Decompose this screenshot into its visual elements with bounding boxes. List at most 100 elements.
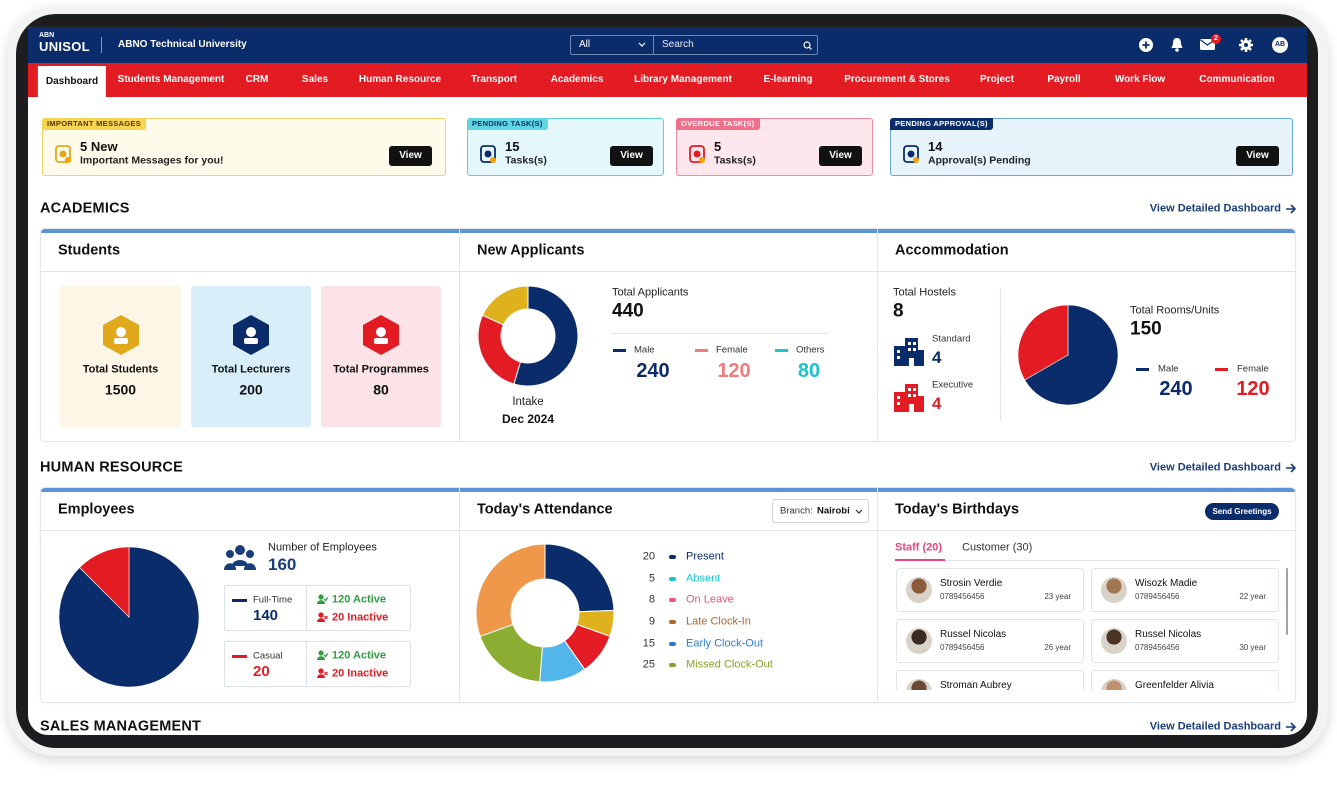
birthday-card: Strosin Verdie 0789456456 23 year — [896, 568, 1084, 612]
nav-tab[interactable]: Human Resource — [358, 74, 442, 85]
nav-tab[interactable]: Transport — [470, 74, 518, 85]
inactive-count: 20 Inactive — [332, 611, 389, 624]
window — [908, 342, 911, 345]
arrow — [1286, 463, 1297, 473]
header-bar: ABN UNISOL ABNO Technical University All Sea… — [28, 27, 1307, 63]
nav-tab[interactable]: Communication — [1199, 74, 1275, 85]
nav-tab[interactable]: E-learning — [763, 74, 813, 85]
section-link[interactable]: View Detailed Dashboard — [1149, 720, 1281, 733]
attendance-count: 5 — [648, 572, 655, 585]
mail-badge: 2 — [1211, 34, 1221, 44]
settings-icon — [1239, 38, 1253, 52]
alert-tag: PENDING APPROVAL(S) — [890, 118, 993, 130]
people-icon — [224, 545, 256, 570]
panel-column: Employees Number of Employees 160 Full-Time… — [41, 488, 459, 702]
section-link[interactable]: View Detailed Dashboard — [1149, 202, 1281, 215]
icon-body — [903, 145, 919, 163]
view-button[interactable]: View — [1236, 146, 1279, 166]
nav-tab[interactable]: Payroll — [1047, 74, 1081, 85]
icon-alert — [699, 157, 705, 163]
search-scope[interactable]: All — [579, 39, 591, 50]
alert-icon — [55, 145, 71, 163]
nav-tab[interactable]: Work Flow — [1114, 74, 1166, 85]
window — [913, 342, 916, 345]
nav-tab[interactable]: Procurement & Stores — [844, 74, 950, 85]
hostel-type-label: Executive — [932, 379, 974, 391]
section-link[interactable]: View Detailed Dashboard — [1149, 461, 1281, 474]
inactive-icon — [317, 668, 328, 678]
nav-tab[interactable]: Students Management — [117, 74, 225, 85]
legend-swatch — [613, 349, 626, 352]
legend-label: Male — [634, 344, 655, 356]
building-annex — [917, 396, 924, 412]
divider — [612, 333, 827, 334]
donut-chart — [475, 543, 615, 683]
birthday-card: Russel Nicolas 0789456456 26 year — [896, 619, 1084, 663]
head — [226, 550, 234, 558]
icon-dot — [693, 150, 701, 158]
cross — [324, 671, 328, 676]
window — [913, 394, 916, 397]
legend-swatch — [232, 599, 247, 602]
legend-label: Male — [1158, 363, 1179, 375]
alert-count: 5 New — [80, 139, 118, 155]
send-greetings-button[interactable]: Send Greetings — [1205, 503, 1279, 520]
person-name: Greenfelder Alivia — [1135, 680, 1214, 690]
card-title: Students — [58, 242, 121, 259]
arrow-icon — [1286, 463, 1297, 473]
avatar[interactable]: AB — [1272, 37, 1288, 53]
nav-tab[interactable]: Sales — [301, 74, 329, 85]
legend-label: Female — [1237, 363, 1269, 375]
inactive-icon — [317, 612, 328, 622]
search-placeholder[interactable]: Search — [662, 39, 694, 50]
attendance-label: Present — [686, 550, 724, 563]
icon-body — [480, 145, 496, 163]
search-box[interactable]: All Search — [570, 35, 818, 55]
panel-column: Accommodation Total Hostels 8 Standard 4 Exec… — [877, 229, 1295, 441]
legend-swatch — [695, 349, 708, 352]
donut-chart — [477, 285, 579, 387]
head — [318, 612, 324, 618]
panel-top-border — [41, 488, 1295, 492]
legend-swatch — [775, 349, 788, 352]
door — [909, 404, 914, 412]
alert-tag: IMPORTANT MESSAGES — [42, 118, 147, 130]
view-button[interactable]: View — [819, 146, 862, 166]
person-age: 22 year — [1239, 592, 1266, 602]
icon-dot — [59, 150, 67, 158]
legend-dot — [669, 577, 676, 581]
nav-tab[interactable]: CRM — [245, 74, 269, 85]
icon-body — [55, 145, 71, 163]
body — [317, 600, 325, 604]
alert-text: Tasks(s) — [714, 154, 756, 167]
stat-label: Total Programmes — [333, 363, 429, 376]
card-title: Employees — [58, 501, 135, 518]
stat-card: Total Students 1500 — [60, 286, 181, 427]
card-title: Today's Attendance — [477, 501, 613, 518]
branch-dropdown[interactable]: Branch: Nairobi — [772, 499, 869, 523]
window — [913, 388, 916, 391]
tab-active[interactable]: Staff (20) — [895, 541, 943, 554]
legend-dot — [669, 642, 676, 646]
hostel-type-label: Standard — [932, 333, 971, 345]
legend-value: 120 — [717, 360, 751, 382]
panel-column: New Applicants Intake Dec 2024 Total Applic… — [459, 229, 877, 441]
tab[interactable]: Customer (30) — [962, 541, 1033, 554]
panel-column: Today's Attendance Branch: Nairobi 20 Presen… — [459, 488, 877, 702]
nav-tab-active[interactable]: Dashboard — [37, 66, 107, 97]
total-value: 440 — [612, 300, 644, 322]
hexagon-icon — [102, 315, 139, 355]
gear-hole — [1244, 43, 1248, 47]
view-button[interactable]: View — [610, 146, 653, 166]
attendance-label: Missed Clock-Out — [686, 658, 773, 671]
view-button[interactable]: View — [389, 146, 432, 166]
window — [897, 356, 900, 359]
nav-tab[interactable]: Library Management — [634, 74, 732, 85]
box-divider — [306, 642, 307, 686]
stat-value: 80 — [373, 381, 389, 398]
alert-card: OVERDUE TASK(S) 5 Tasks(s) View — [676, 118, 873, 176]
nav-tab[interactable]: Project — [980, 74, 1014, 85]
window — [897, 402, 900, 405]
panel-header-line — [41, 530, 1295, 531]
nav-tab[interactable]: Academics — [550, 74, 604, 85]
